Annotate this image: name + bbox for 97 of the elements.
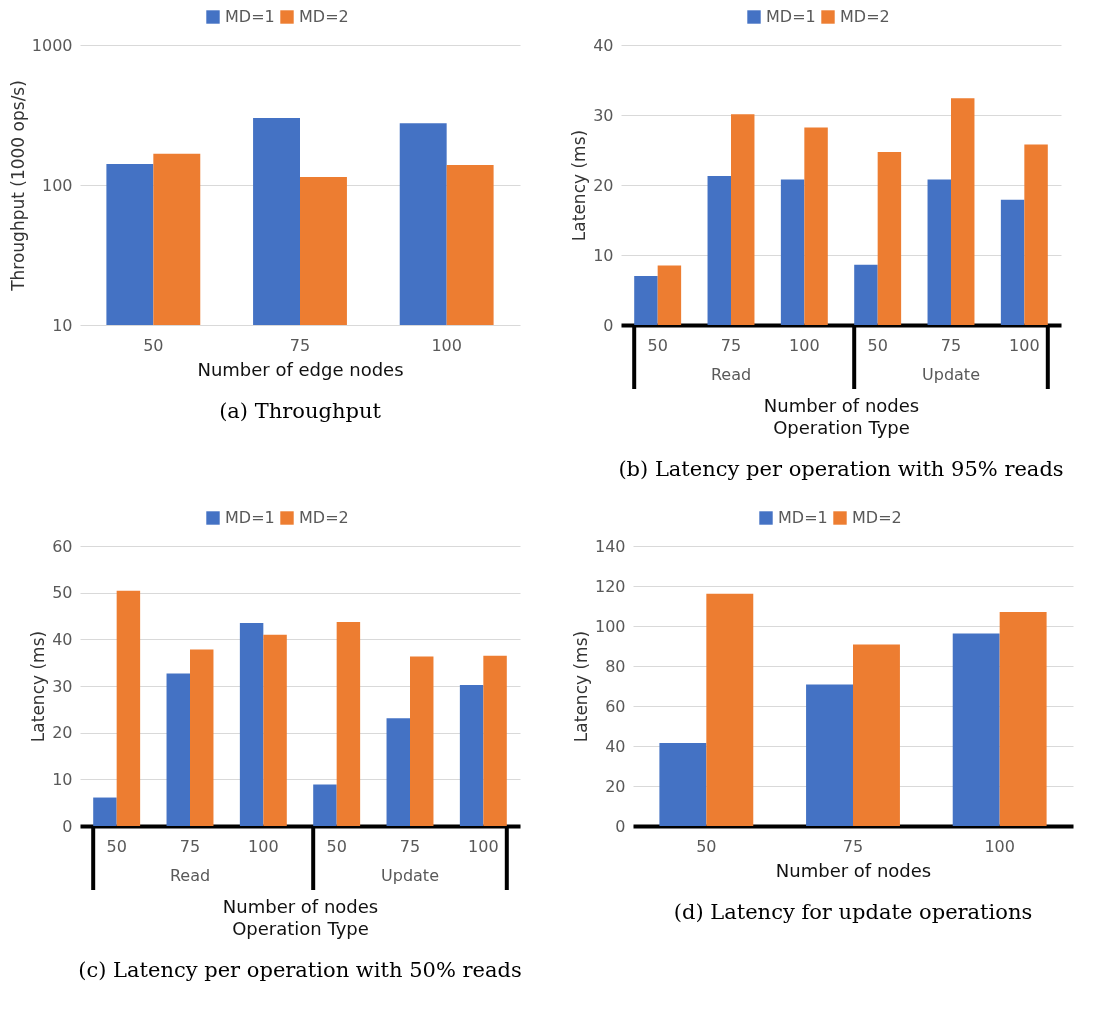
y-tick-label: 30 xyxy=(593,105,614,125)
legend-label: MD=1 xyxy=(225,7,275,26)
legend-label: MD=2 xyxy=(299,7,349,26)
bar xyxy=(116,590,141,826)
y-tick-label: 80 xyxy=(605,656,626,676)
y-tick-label: 100 xyxy=(594,616,626,636)
text: Operation Type xyxy=(232,917,369,939)
bar xyxy=(166,673,190,826)
y-tick-label: 50 xyxy=(52,583,73,603)
y-axis-title: Latency (ms) xyxy=(569,129,590,242)
bar xyxy=(634,276,658,325)
x-tick-label: 100 xyxy=(789,335,820,355)
bar xyxy=(927,179,951,325)
x-tick-label: 50 xyxy=(696,836,717,856)
bar xyxy=(657,265,682,325)
text: (a) Throughput xyxy=(219,399,382,423)
y-tick-label: 30 xyxy=(52,676,73,696)
bar xyxy=(853,644,900,826)
bar xyxy=(483,655,507,826)
x-tick-label: 75 xyxy=(842,836,864,856)
y-tick-label: 140 xyxy=(594,536,626,556)
x-axis-title: Number of edge nodes xyxy=(197,358,404,380)
bar xyxy=(707,175,731,325)
bar xyxy=(804,127,828,325)
x-tick-label: 75 xyxy=(179,836,201,856)
x-tick-label: 100 xyxy=(984,836,1015,856)
x-tick-label: 75 xyxy=(720,335,742,355)
x-axis-title: Number of nodes xyxy=(222,895,379,917)
y-tick-label: 40 xyxy=(593,35,614,55)
bar xyxy=(952,633,1000,826)
bar xyxy=(263,634,287,826)
y-tick-label: 100 xyxy=(41,175,73,195)
bar xyxy=(780,179,805,325)
y-tick-label: 120 xyxy=(594,576,626,596)
text: (b) Latency per operation with 95% reads xyxy=(618,457,1064,481)
x-tick-label: 75 xyxy=(399,836,421,856)
x-tick-label: 50 xyxy=(647,335,668,355)
bar xyxy=(190,649,214,826)
x-tick-label: 50 xyxy=(326,836,347,856)
text: Update xyxy=(922,365,980,384)
x-tick-label: 50 xyxy=(867,335,888,355)
y-axis-title: Throughput (1000 ops/s) xyxy=(7,80,28,292)
text: (d) Latency for update operations xyxy=(673,900,1033,924)
y-tick-label: 10 xyxy=(593,245,614,265)
y-tick-label: 40 xyxy=(52,629,73,649)
bar xyxy=(877,152,902,325)
bar xyxy=(854,264,878,325)
y-tick-label: 60 xyxy=(52,536,73,556)
bar xyxy=(336,622,361,826)
x-tick-label: 100 xyxy=(248,836,279,856)
x-axis-title: Number of nodes xyxy=(775,859,932,881)
y-axis-title: Latency (ms) xyxy=(28,630,49,743)
x-axis-title: Number of nodes xyxy=(763,394,920,416)
x-tick-label: 50 xyxy=(143,335,164,355)
bar xyxy=(313,784,337,826)
legend-label: MD=2 xyxy=(840,7,890,26)
legend-label: MD=2 xyxy=(299,508,349,527)
bar xyxy=(731,114,755,325)
legend-label: MD=2 xyxy=(852,508,902,527)
x-tick-label: 75 xyxy=(289,335,311,355)
legend-label: MD=1 xyxy=(778,508,828,527)
text: Read xyxy=(169,866,211,885)
y-tick-label: 1000 xyxy=(31,35,73,55)
text: Read xyxy=(710,365,752,384)
y-tick-label: 20 xyxy=(593,175,614,195)
bar xyxy=(659,743,707,826)
bar xyxy=(239,623,264,826)
bar xyxy=(410,656,434,826)
x-tick-label: 50 xyxy=(106,836,127,856)
bar xyxy=(93,797,117,826)
bar xyxy=(459,685,484,826)
y-tick-label: 0 xyxy=(62,816,73,836)
text: (c) Latency per operation with 50% reads xyxy=(78,958,522,982)
y-tick-label: 40 xyxy=(605,736,626,756)
y-tick-label: 20 xyxy=(605,776,626,796)
bar xyxy=(386,718,410,826)
text: Update xyxy=(381,866,439,885)
bar xyxy=(706,593,754,826)
bar xyxy=(999,612,1047,826)
y-tick-label: 60 xyxy=(605,696,626,716)
y-tick-label: 10 xyxy=(52,769,73,789)
text: Operation Type xyxy=(773,416,910,438)
x-tick-label: 100 xyxy=(431,335,462,355)
x-tick-label: 100 xyxy=(468,836,499,856)
x-tick-label: 100 xyxy=(1009,335,1040,355)
y-axis-title: Latency (ms) xyxy=(570,630,591,743)
bar xyxy=(1024,144,1048,325)
y-tick-label: 10 xyxy=(52,315,73,335)
bar xyxy=(951,98,975,325)
legend-label: MD=1 xyxy=(766,7,816,26)
y-tick-label: 0 xyxy=(603,315,614,335)
x-tick-label: 75 xyxy=(940,335,962,355)
y-tick-label: 20 xyxy=(52,723,73,743)
y-tick-label: 0 xyxy=(615,816,626,836)
bar xyxy=(806,684,853,826)
bar xyxy=(1000,199,1025,325)
legend-label: MD=1 xyxy=(225,508,275,527)
